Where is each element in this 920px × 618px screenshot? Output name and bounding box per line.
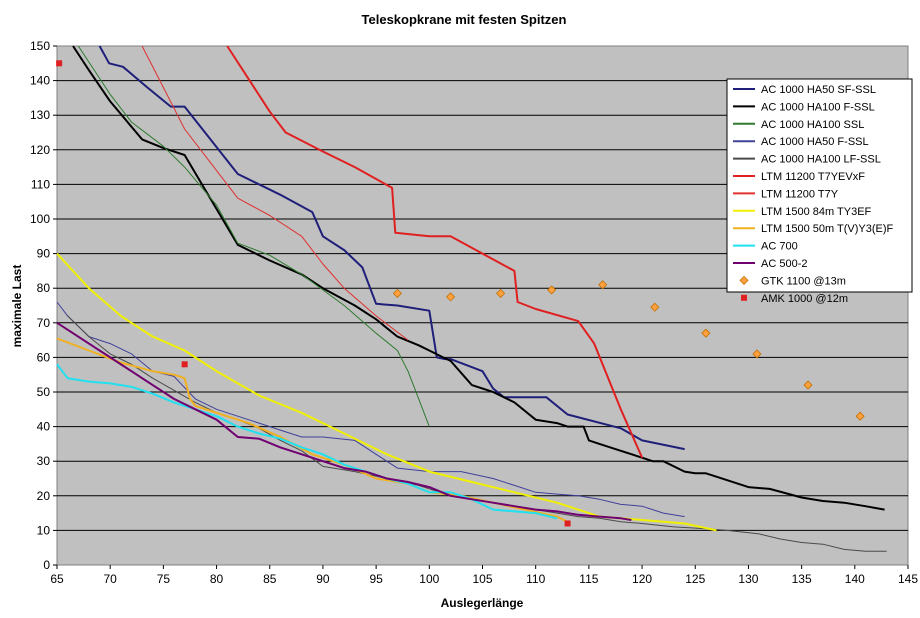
y-tick-label: 10	[37, 523, 51, 537]
series-line-ac-1000-ha50-sf-ssl	[98, 45, 685, 451]
y-tick-label: 30	[37, 454, 51, 468]
x-tick-label: 95	[369, 572, 383, 586]
legend-item: LTM 1500 84m TY3EF	[733, 206, 872, 218]
legend-item: AC 500-2	[733, 258, 807, 270]
y-tick-label: 70	[37, 316, 51, 330]
data-point-gtk-1100-13m	[547, 285, 557, 295]
data-point-amk-1000-12m	[56, 60, 63, 67]
x-tick-label: 70	[104, 572, 118, 586]
series-line-ac-1000-ha100-f-ssl	[72, 45, 885, 511]
legend-item: AC 700	[733, 241, 798, 253]
legend-box	[726, 78, 913, 293]
legend-label: AC 700	[761, 241, 798, 253]
y-tick-label: 130	[30, 108, 50, 122]
data-point-gtk-1100-13m	[752, 349, 762, 359]
y-tick-label: 150	[30, 39, 50, 53]
legend-item: AC 1000 HA100 LF-SSL	[733, 154, 881, 166]
legend-label: AC 1000 HA100 F-SSL	[761, 101, 875, 113]
data-point-gtk-1100-13m	[855, 411, 865, 421]
x-tick-label: 145	[898, 572, 918, 586]
y-tick-label: 40	[37, 420, 51, 434]
data-point-gtk-1100-13m	[803, 380, 813, 390]
legend-item: LTM 11200 T7Y	[733, 188, 839, 200]
legend-label: AC 1000 HA100 LF-SSL	[761, 154, 881, 166]
legend-item: AC 1000 HA50 F-SSL	[733, 136, 869, 148]
y-tick-label: 50	[37, 385, 51, 399]
legend-label: LTM 11200 T7YEVxF	[761, 171, 865, 183]
legend-item: AMK 1000 @12m	[741, 293, 848, 305]
legend-item: AC 1000 HA100 F-SSL	[733, 101, 875, 113]
series-line-ltm-11200-t7yevxf	[226, 45, 644, 459]
x-tick-label: 115	[579, 572, 598, 586]
legend-swatch	[739, 275, 749, 285]
y-axis-title: maximale Last	[10, 265, 24, 348]
legend-item: AC 1000 HA100 SSL	[733, 119, 864, 131]
legend-item: LTM 1500 50m T(V)Y3(E)F	[733, 223, 894, 235]
legend-item: LTM 11200 T7YEVxF	[733, 171, 865, 183]
x-axis-title: Auslegerlänge	[441, 596, 524, 610]
y-tick-label: 0	[43, 558, 50, 572]
data-point-gtk-1100-13m	[598, 280, 608, 290]
y-tick-label: 60	[37, 350, 51, 364]
legend-label: AC 1000 HA50 SF-SSL	[761, 84, 876, 96]
y-tick-label: 100	[30, 212, 50, 226]
legend-swatch	[741, 294, 747, 301]
legend-label: AC 1000 HA50 F-SSL	[761, 136, 869, 148]
series-line-ac-500-2	[56, 321, 632, 521]
tick-labels: 0 10 20 30 40 50 60 70 80 90 100 110 120 130 140 150 65 7…	[30, 39, 918, 586]
series-layer	[56, 45, 887, 552]
legend-label: LTM 1500 50m T(V)Y3(E)F	[761, 223, 894, 235]
series-line-ac-1000-ha100-ssl	[77, 45, 430, 427]
data-point-amk-1000-12m	[181, 361, 188, 368]
legend-label: AC 1000 HA100 SSL	[761, 119, 864, 131]
y-tick-label: 20	[37, 489, 51, 503]
x-tick-label: 125	[685, 572, 705, 586]
legend-item: GTK 1100 @13m	[739, 275, 846, 287]
x-tick-label: 140	[845, 572, 865, 586]
x-tick-label: 105	[472, 572, 492, 586]
data-point-gtk-1100-13m	[650, 302, 660, 312]
x-tick-label: 85	[263, 572, 277, 586]
x-tick-label: 80	[210, 572, 224, 586]
x-tick-label: 75	[157, 572, 171, 586]
legend-label: GTK 1100 @13m	[761, 275, 846, 287]
data-point-gtk-1100-13m	[392, 288, 402, 298]
legend-label: AC 500-2	[761, 258, 807, 270]
y-tick-label: 80	[37, 281, 51, 295]
x-tick-label: 120	[632, 572, 652, 586]
data-point-gtk-1100-13m	[701, 328, 711, 338]
legend-label: LTM 1500 84m TY3EF	[761, 206, 872, 218]
data-point-gtk-1100-13m	[446, 292, 456, 302]
legend: AC 1000 HA50 SF-SSL AC 1000 HA100 F-SSL AC…	[726, 78, 913, 305]
series-line-ac-1000-ha50-f-ssl	[56, 301, 685, 518]
legend-label: LTM 11200 T7Y	[761, 188, 839, 200]
y-tick-label: 140	[30, 74, 50, 88]
x-tick-label: 110	[526, 572, 545, 586]
y-tick-label: 110	[31, 177, 50, 191]
data-point-amk-1000-12m	[564, 520, 571, 527]
x-tick-label: 135	[792, 572, 812, 586]
data-point-gtk-1100-13m	[496, 288, 506, 298]
y-tick-label: 90	[37, 247, 51, 261]
x-tick-label: 65	[50, 572, 64, 586]
legend-item: AC 1000 HA50 SF-SSL	[733, 84, 876, 96]
legend-label: AMK 1000 @12m	[761, 293, 848, 305]
series-line-ltm-11200-t7y	[141, 45, 409, 341]
chart-title: Teleskopkrane mit festen Spitzen	[362, 12, 567, 27]
x-tick-label: 130	[738, 572, 758, 586]
x-tick-label: 100	[419, 572, 439, 586]
y-tick-label: 120	[30, 143, 50, 157]
x-tick-label: 90	[316, 572, 330, 586]
